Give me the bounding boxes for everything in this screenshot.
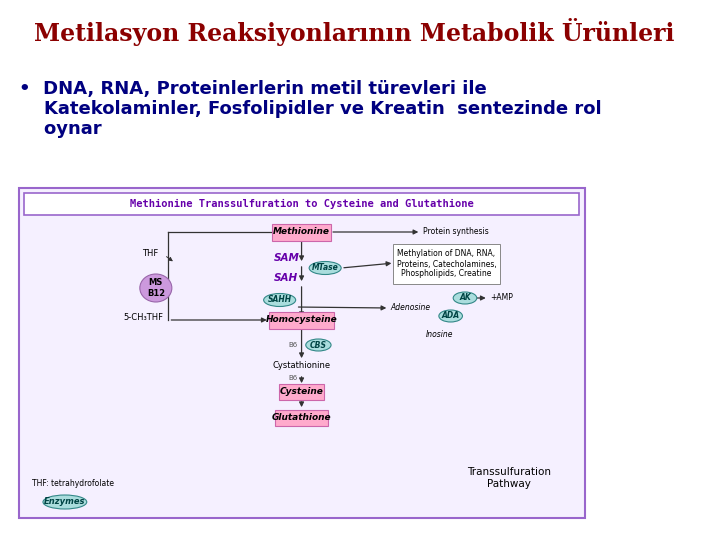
Text: MTase: MTase (312, 264, 338, 273)
Text: Metilasyon Reaksiyonlarının Metabolik Ürünleri: Metilasyon Reaksiyonlarının Metabolik Ür… (34, 18, 674, 46)
Text: Glutathione: Glutathione (271, 414, 331, 422)
FancyBboxPatch shape (24, 193, 579, 215)
Text: Protein synthesis: Protein synthesis (423, 227, 489, 237)
Text: oynar: oynar (19, 120, 101, 138)
Text: •  DNA, RNA, Proteinlerlerin metil türevleri ile: • DNA, RNA, Proteinlerlerin metil türevl… (19, 80, 486, 98)
FancyBboxPatch shape (279, 384, 324, 400)
Text: Transsulfuration
Pathway: Transsulfuration Pathway (467, 467, 551, 489)
Text: ADA: ADA (441, 312, 460, 321)
Text: Adenosine: Adenosine (391, 303, 431, 313)
Text: B6: B6 (289, 342, 298, 348)
FancyBboxPatch shape (393, 244, 500, 284)
Text: Cystathionine: Cystathionine (272, 361, 330, 370)
Text: Methionine: Methionine (273, 227, 330, 237)
Text: 5-CH₃THF: 5-CH₃THF (123, 314, 163, 322)
Text: SAH: SAH (274, 273, 299, 283)
Ellipse shape (453, 292, 477, 304)
Ellipse shape (309, 261, 341, 274)
Text: Cysteine: Cysteine (279, 388, 323, 396)
Text: AK: AK (459, 294, 471, 302)
FancyBboxPatch shape (19, 188, 585, 518)
Ellipse shape (43, 495, 87, 509)
Ellipse shape (439, 310, 462, 322)
Text: Methionine Transsulfuration to Cysteine and Glutathione: Methionine Transsulfuration to Cysteine … (130, 199, 474, 209)
FancyBboxPatch shape (269, 312, 334, 328)
Text: SAHH: SAHH (268, 295, 292, 305)
Ellipse shape (306, 339, 331, 351)
FancyBboxPatch shape (276, 410, 328, 426)
Text: Katekolaminler, Fosfolipidler ve Kreatin  sentezinde rol: Katekolaminler, Fosfolipidler ve Kreatin… (19, 100, 601, 118)
Text: Methylation of DNA, RNA,: Methylation of DNA, RNA, (397, 249, 495, 259)
Text: Phospholipids, Creatine: Phospholipids, Creatine (401, 269, 492, 279)
Ellipse shape (140, 274, 172, 302)
Text: Inosine: Inosine (426, 330, 454, 339)
Text: B6: B6 (289, 375, 298, 381)
Text: Homocysteine: Homocysteine (266, 315, 338, 325)
Text: MS
B12: MS B12 (147, 278, 165, 298)
Text: THF: tetrahydrofolate: THF: tetrahydrofolate (32, 478, 114, 488)
Text: CBS: CBS (310, 341, 327, 349)
Text: +AMP: +AMP (490, 294, 513, 302)
Text: Enzymes: Enzymes (44, 497, 86, 507)
FancyBboxPatch shape (272, 224, 331, 240)
Text: SAM: SAM (274, 253, 300, 263)
Text: Proteins, Catecholamines,: Proteins, Catecholamines, (397, 260, 496, 268)
Ellipse shape (264, 294, 296, 307)
Text: THF: THF (142, 248, 158, 258)
